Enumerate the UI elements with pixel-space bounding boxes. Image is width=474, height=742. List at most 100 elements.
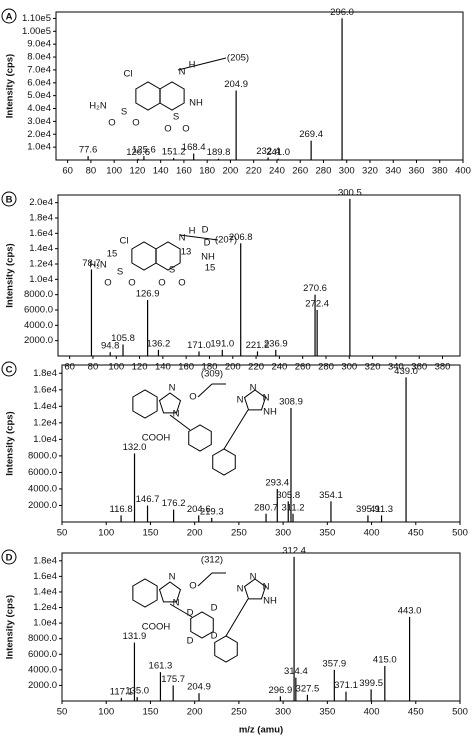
x-tick-label: 380 bbox=[432, 166, 448, 177]
peak-label: 357.9 bbox=[322, 658, 346, 669]
peak-label: 312.4 bbox=[282, 545, 306, 556]
peak-label: 206.8 bbox=[229, 232, 253, 243]
y-tick-label: 5.0e4 bbox=[27, 90, 51, 101]
peak-label: 189.8 bbox=[207, 147, 231, 158]
x-tick-label: 100 bbox=[98, 528, 114, 539]
y-axis-label: Intensity (cps) bbox=[5, 243, 16, 307]
y-tick-label: 1.0e4 bbox=[29, 274, 53, 285]
structure-label: NH bbox=[263, 596, 277, 607]
peak-label: 125.6 bbox=[132, 145, 156, 156]
y-tick-label: 4000.0 bbox=[28, 483, 57, 494]
bond-ring bbox=[132, 578, 158, 608]
peak-label: 305.8 bbox=[276, 490, 300, 501]
x-tick-label: 180 bbox=[199, 166, 215, 177]
structure-label: N bbox=[237, 584, 244, 595]
x-tick-label: 380 bbox=[435, 362, 451, 373]
structure-label: (312) bbox=[201, 555, 223, 566]
peak-label: 308.9 bbox=[279, 396, 303, 407]
peak-label: 116.8 bbox=[110, 504, 133, 515]
bond bbox=[169, 603, 193, 618]
structure-label: S bbox=[169, 265, 175, 276]
structure-label: D bbox=[187, 608, 194, 619]
peak-label: 77.6 bbox=[79, 145, 98, 156]
peak-label: 399.5 bbox=[359, 678, 383, 689]
peak-label: 135.0 bbox=[125, 686, 149, 697]
panel-label: C bbox=[6, 365, 13, 376]
peak-label: 296.0 bbox=[330, 7, 354, 18]
structure-label: NH bbox=[201, 252, 215, 263]
x-tick-label: 160 bbox=[178, 362, 194, 373]
peak-label: 272.4 bbox=[305, 299, 329, 310]
peak-label: 204.9 bbox=[224, 79, 248, 90]
y-tick-label: 9.0e4 bbox=[27, 39, 51, 50]
x-tick-label: 500 bbox=[452, 528, 468, 539]
x-tick-label: 100 bbox=[98, 707, 114, 718]
panel-badge bbox=[1, 549, 17, 565]
structure-label: COOH bbox=[142, 433, 171, 444]
peak-label: 443.0 bbox=[398, 605, 422, 616]
y-tick-label: 1.2e4 bbox=[33, 602, 57, 613]
peak-label: 296.9 bbox=[268, 685, 292, 696]
structure-label: Cl bbox=[120, 236, 129, 247]
peak-label: 176.2 bbox=[162, 498, 186, 509]
peak-label: 171.0 bbox=[187, 340, 211, 351]
bond-ring bbox=[132, 389, 158, 419]
x-tick-label: 360 bbox=[411, 362, 427, 373]
structure-label: D bbox=[202, 225, 209, 236]
peak-label: 269.4 bbox=[299, 129, 323, 140]
bond-ring bbox=[131, 241, 157, 271]
y-tick-label: 1.4e4 bbox=[33, 586, 57, 597]
y-tick-label: 3.0e4 bbox=[27, 116, 51, 127]
peak-label: 131.9 bbox=[123, 631, 147, 642]
bond-ring bbox=[135, 81, 161, 111]
structure-label: O bbox=[158, 278, 165, 289]
y-tick-label: 1.8e4 bbox=[33, 555, 57, 566]
bond-ring bbox=[212, 448, 236, 476]
structure-label: 15 bbox=[107, 249, 118, 260]
x-tick-label: 400 bbox=[455, 166, 471, 177]
structure-label: D bbox=[204, 238, 211, 249]
y-tick-label: 8.0e4 bbox=[27, 52, 51, 63]
peak-label: 232.4 bbox=[256, 146, 280, 157]
x-tick-label: 260 bbox=[292, 166, 308, 177]
structure-label: O bbox=[108, 118, 115, 129]
bond-ring bbox=[158, 392, 182, 414]
bond bbox=[225, 598, 249, 637]
structure-label: N bbox=[169, 383, 176, 394]
x-tick-label: 300 bbox=[341, 362, 357, 373]
x-tick-label: 240 bbox=[269, 166, 285, 177]
structure-label: D bbox=[187, 636, 194, 647]
x-tick-label: 280 bbox=[318, 362, 334, 373]
x-tick-label: 100 bbox=[106, 166, 122, 177]
y-tick-label: 1.8e4 bbox=[33, 368, 57, 379]
x-tick-label: 60 bbox=[62, 166, 73, 177]
peak-label: 293.4 bbox=[265, 477, 289, 488]
y-tick-label: 8000.0 bbox=[28, 633, 57, 644]
plot-frame bbox=[61, 364, 461, 523]
bond-ring bbox=[188, 424, 212, 452]
structure-label: N bbox=[169, 572, 176, 583]
x-tick-label: 400 bbox=[364, 528, 380, 539]
panel-badge bbox=[1, 8, 17, 24]
structure-label: N bbox=[237, 395, 244, 406]
peak-label: 146.7 bbox=[136, 494, 160, 505]
panel: A Intensity (cps) 60 80 100 120 140 160 180 200 22… bbox=[1, 7, 471, 177]
structure-label: S bbox=[121, 107, 127, 118]
bond-ring bbox=[158, 581, 182, 603]
bond bbox=[223, 409, 249, 450]
bond-ring bbox=[159, 81, 185, 111]
x-tick-label: 150 bbox=[143, 707, 159, 718]
peak-label: 136.2 bbox=[147, 338, 171, 349]
x-axis-label: m/z (amu) bbox=[239, 725, 283, 736]
x-tick-label: 340 bbox=[388, 362, 404, 373]
structure-label: H₂N bbox=[89, 260, 107, 271]
x-tick-label: 320 bbox=[365, 362, 381, 373]
y-tick-label: 4.0e4 bbox=[27, 103, 51, 114]
peak-label: 126.9 bbox=[136, 289, 160, 300]
y-tick-label: 6.0e4 bbox=[27, 77, 51, 88]
peak-label: 120.6 bbox=[126, 147, 150, 158]
x-tick-label: 120 bbox=[129, 166, 145, 177]
y-tick-label: 6000.0 bbox=[24, 305, 53, 316]
structure-label: O bbox=[128, 278, 135, 289]
structure-label: Cl bbox=[124, 69, 133, 80]
